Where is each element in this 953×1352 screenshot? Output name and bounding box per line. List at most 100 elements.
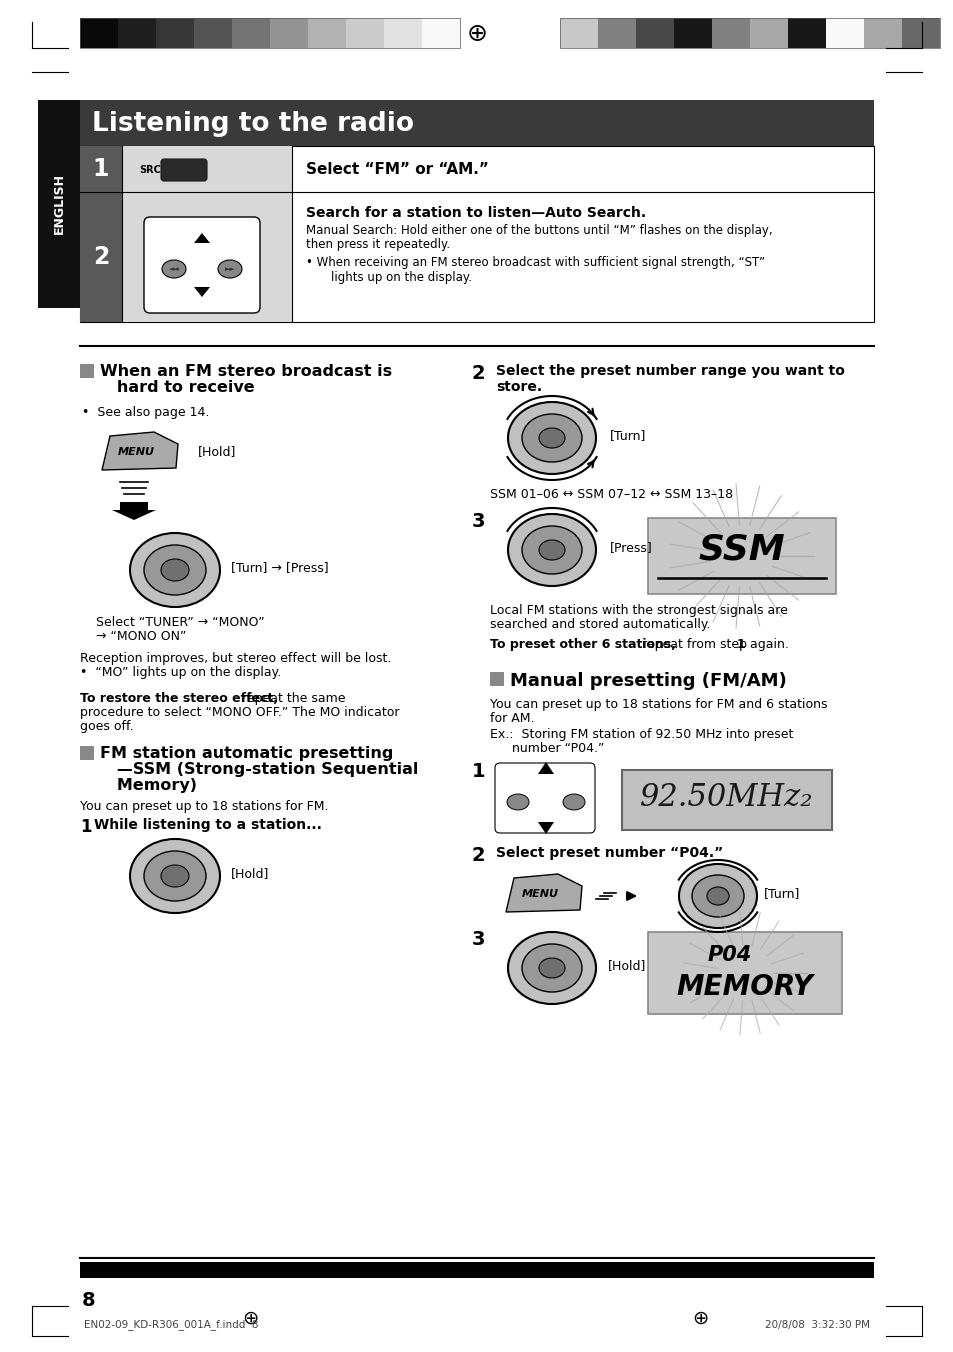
Text: 1: 1: [80, 818, 91, 836]
Bar: [711, 18, 749, 49]
Text: Manual presetting (FM/AM): Manual presetting (FM/AM): [510, 672, 786, 690]
Text: Select the preset number range you want to: Select the preset number range you want …: [496, 364, 844, 379]
Text: Select “FM” or “AM.”: Select “FM” or “AM.”: [306, 161, 488, 177]
Polygon shape: [193, 287, 210, 297]
Text: ENGLISH: ENGLISH: [52, 173, 66, 234]
FancyBboxPatch shape: [144, 218, 260, 314]
Bar: [80, 364, 94, 379]
Text: Memory): Memory): [100, 777, 196, 794]
Text: 20/8/08  3:32:30 PM: 20/8/08 3:32:30 PM: [764, 1320, 869, 1330]
Bar: [749, 18, 787, 49]
FancyBboxPatch shape: [161, 160, 207, 181]
Ellipse shape: [507, 402, 596, 475]
Text: 2: 2: [92, 245, 109, 269]
Text: searched and stored automatically.: searched and stored automatically.: [490, 618, 710, 631]
Bar: [122, 146, 292, 192]
Text: P04: P04: [706, 945, 751, 965]
Text: Listening to the radio: Listening to the radio: [91, 111, 414, 137]
Text: You can preset up to 18 stations for FM.: You can preset up to 18 stations for FM.: [80, 800, 328, 813]
Ellipse shape: [506, 794, 529, 810]
Ellipse shape: [507, 932, 596, 1005]
Ellipse shape: [161, 865, 189, 887]
Text: again.: again.: [745, 638, 788, 652]
Text: 8: 8: [82, 1291, 95, 1310]
Text: MENU: MENU: [117, 448, 154, 457]
FancyBboxPatch shape: [495, 763, 595, 833]
Text: store.: store.: [496, 380, 541, 393]
Text: ►►: ►►: [224, 266, 235, 272]
Bar: [80, 18, 118, 49]
Ellipse shape: [706, 887, 728, 904]
Bar: [647, 932, 841, 1014]
Text: ⊕: ⊕: [466, 22, 487, 46]
Text: [Hold]: [Hold]: [607, 960, 646, 972]
Polygon shape: [537, 822, 554, 834]
Text: 92.50MHz₂: 92.50MHz₂: [639, 783, 813, 814]
Bar: [673, 18, 711, 49]
Text: •  “MO” lights up on the display.: • “MO” lights up on the display.: [80, 667, 281, 679]
Bar: [559, 18, 939, 49]
Ellipse shape: [218, 260, 242, 279]
Text: [Press]: [Press]: [609, 542, 652, 554]
Text: repeat from step: repeat from step: [638, 638, 750, 652]
Text: lights up on the display.: lights up on the display.: [315, 270, 472, 284]
Ellipse shape: [562, 794, 584, 810]
Text: MENU: MENU: [521, 890, 558, 899]
Polygon shape: [505, 873, 581, 913]
Ellipse shape: [538, 959, 564, 977]
Bar: [559, 18, 598, 49]
Text: Local FM stations with the strongest signals are: Local FM stations with the strongest sig…: [490, 604, 787, 617]
Bar: [80, 746, 94, 760]
Ellipse shape: [144, 850, 206, 900]
Bar: [232, 18, 270, 49]
Text: Select preset number “P04.”: Select preset number “P04.”: [496, 846, 722, 860]
Ellipse shape: [130, 533, 220, 607]
Bar: [346, 18, 384, 49]
Ellipse shape: [144, 545, 206, 595]
Text: •  See also page 14.: • See also page 14.: [82, 406, 209, 419]
Ellipse shape: [521, 526, 581, 575]
Ellipse shape: [130, 840, 220, 913]
Text: [Turn] → [Press]: [Turn] → [Press]: [231, 561, 328, 575]
Bar: [308, 18, 346, 49]
Bar: [598, 18, 636, 49]
Text: 2: 2: [472, 846, 485, 865]
Ellipse shape: [507, 514, 596, 585]
Bar: [647, 518, 835, 594]
Text: procedure to select “MONO OFF.” The MO indicator: procedure to select “MONO OFF.” The MO i…: [80, 706, 399, 719]
Ellipse shape: [521, 944, 581, 992]
Text: Search for a station to listen—Auto Search.: Search for a station to listen—Auto Sear…: [306, 206, 645, 220]
Text: ⊕: ⊕: [241, 1309, 258, 1328]
Bar: [122, 192, 292, 322]
Text: 3: 3: [472, 930, 485, 949]
Text: —SSM (Strong-station Sequential: —SSM (Strong-station Sequential: [100, 763, 418, 777]
Ellipse shape: [161, 558, 189, 581]
Bar: [80, 1261, 873, 1278]
Text: FM station automatic presetting: FM station automatic presetting: [100, 746, 393, 761]
Text: ◄◄: ◄◄: [169, 266, 179, 272]
Bar: [156, 18, 193, 49]
Text: While listening to a station...: While listening to a station...: [94, 818, 321, 831]
Bar: [825, 18, 863, 49]
Text: 1: 1: [92, 157, 109, 181]
Text: [Hold]: [Hold]: [198, 446, 236, 458]
Text: EN02-09_KD-R306_001A_f.indd  8: EN02-09_KD-R306_001A_f.indd 8: [84, 1320, 258, 1330]
Text: for AM.: for AM.: [490, 713, 534, 725]
Text: repeat the same: repeat the same: [237, 692, 345, 704]
Text: 2: 2: [472, 364, 485, 383]
Text: • When receiving an FM stereo broadcast with sufficient signal strength, “ST”: • When receiving an FM stereo broadcast …: [306, 256, 764, 269]
Polygon shape: [193, 233, 210, 243]
Text: Reception improves, but stereo effect will be lost.: Reception improves, but stereo effect wi…: [80, 652, 391, 665]
Bar: [636, 18, 673, 49]
Text: [Hold]: [Hold]: [231, 868, 269, 880]
Text: SSM: SSM: [698, 533, 784, 566]
Text: SRC: SRC: [139, 165, 161, 174]
Text: [Turn]: [Turn]: [763, 887, 800, 900]
Bar: [901, 18, 939, 49]
Ellipse shape: [538, 429, 564, 448]
Ellipse shape: [691, 875, 743, 917]
Text: Manual Search: Hold either one of the buttons until “M” flashes on the display,: Manual Search: Hold either one of the bu…: [306, 224, 772, 237]
Text: To restore the stereo effect,: To restore the stereo effect,: [80, 692, 278, 704]
Bar: [863, 18, 901, 49]
Ellipse shape: [162, 260, 186, 279]
